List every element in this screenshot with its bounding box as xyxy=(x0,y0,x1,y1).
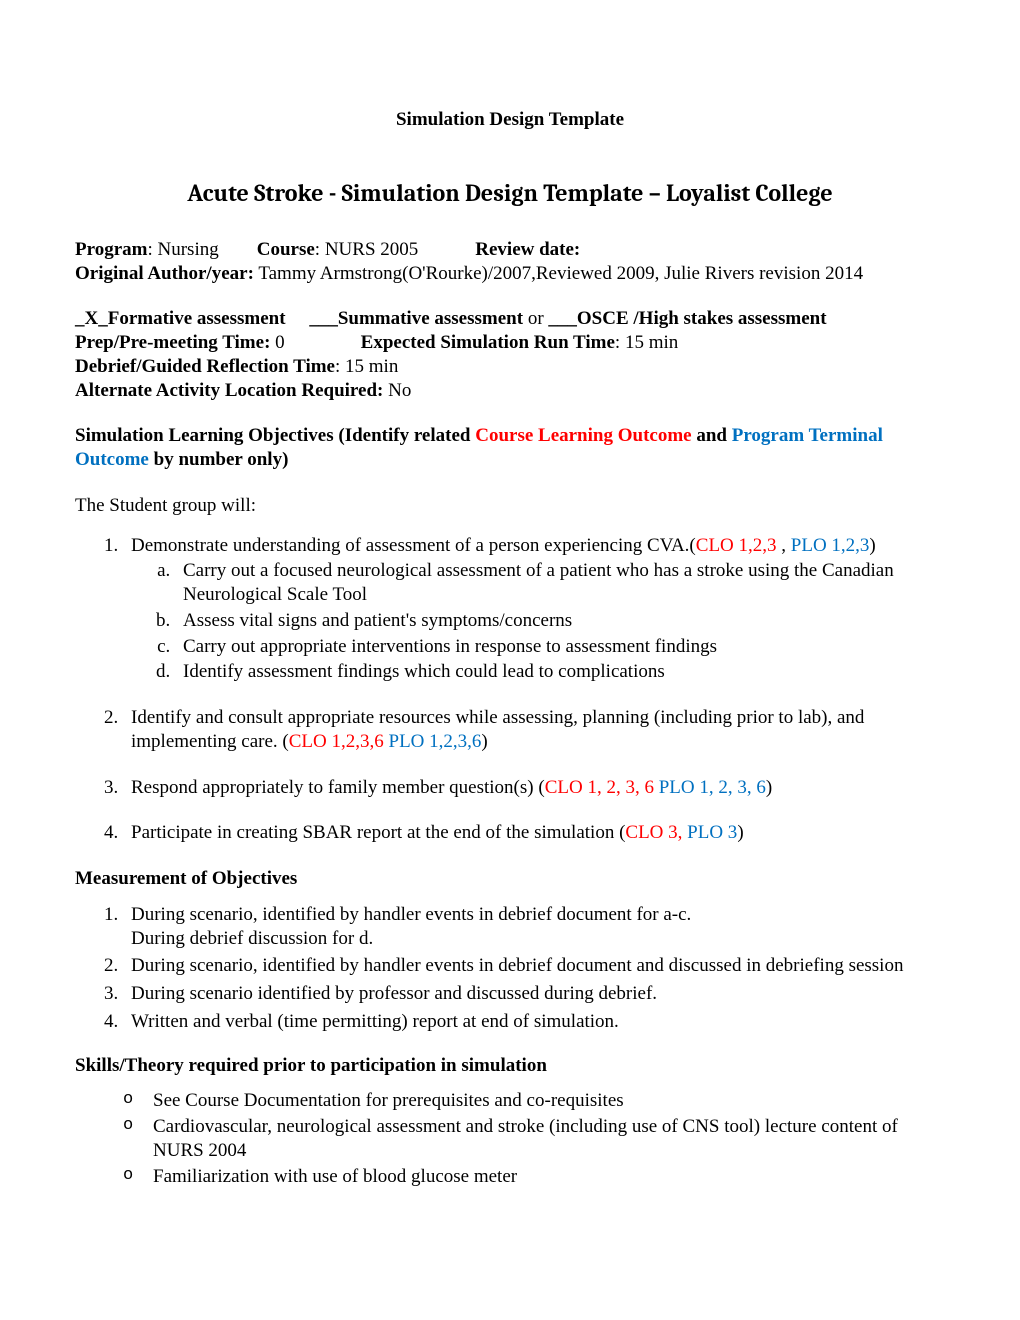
measurement-3: During scenario identified by professor … xyxy=(123,982,945,1006)
objectives-heading: Simulation Learning Objectives (Identify… xyxy=(75,424,945,472)
m1-line1: During scenario, identified by handler e… xyxy=(131,904,691,925)
review-date-label: Review date: xyxy=(475,239,580,260)
obj3-plo: PLO 1, 2, 3, 6 xyxy=(659,777,766,798)
program-value: Nursing xyxy=(158,239,219,260)
debrief-value: 15 min xyxy=(345,356,398,377)
m1-line2: During debrief discussion for d. xyxy=(131,928,373,949)
osce-label: OSCE /High stakes assessment xyxy=(577,308,827,329)
document-page: Simulation Design Template Acute Stroke … xyxy=(0,0,1020,1320)
skill-2: Cardiovascular, neurological assessment … xyxy=(123,1115,945,1163)
skill-1: See Course Documentation for prerequisit… xyxy=(123,1089,945,1113)
objective-4: Participate in creating SBAR report at t… xyxy=(123,821,945,845)
student-group-intro: The Student group will: xyxy=(75,494,945,518)
obj-heading-mid: and xyxy=(692,425,732,446)
obj4-text: Participate in creating SBAR report at t… xyxy=(131,822,625,843)
measurement-list: During scenario, identified by handler e… xyxy=(75,903,945,1034)
objectives-list: Demonstrate understanding of assessment … xyxy=(75,534,945,846)
obj2-plo: PLO 1,2,3,6 xyxy=(389,731,482,752)
obj-heading-pre: Simulation Learning Objectives (Identify… xyxy=(75,425,475,446)
page-header: Simulation Design Template xyxy=(75,108,945,132)
obj1-c: Carry out appropriate interventions in r… xyxy=(175,635,945,659)
skills-heading: Skills/Theory required prior to particip… xyxy=(75,1054,945,1078)
prep-label: Prep/Pre-meeting Time: xyxy=(75,332,270,353)
formative-mark: _X_ xyxy=(75,308,108,329)
obj1-plo: PLO 1,2,3 xyxy=(791,535,870,556)
runtime-value: 15 min xyxy=(625,332,678,353)
summative-blank: ___ xyxy=(309,308,338,329)
program-meta: Program: Nursing Course: NURS 2005 Revie… xyxy=(75,238,945,286)
obj1-d: Identify assessment findings which could… xyxy=(175,660,945,684)
obj3-text: Respond appropriately to family member q… xyxy=(131,777,545,798)
objective-2: Identify and consult appropriate resourc… xyxy=(123,706,945,754)
prep-value: 0 xyxy=(275,332,285,353)
obj1-a: Carry out a focused neurological assessm… xyxy=(175,559,945,607)
obj1-text: Demonstrate understanding of assessment … xyxy=(131,535,696,556)
obj2-text: Identify and consult appropriate resourc… xyxy=(131,707,864,752)
alt-label: Alternate Activity Location Required: xyxy=(75,380,383,401)
obj3-clo: CLO 1, 2, 3, 6 xyxy=(545,777,654,798)
osce-blank: ___ xyxy=(548,308,577,329)
obj1-b: Assess vital signs and patient's symptom… xyxy=(175,609,945,633)
course-value: NURS 2005 xyxy=(325,239,418,260)
author-value: Tammy Armstrong(O'Rourke)/2007,Reviewed … xyxy=(258,263,863,284)
measurement-heading: Measurement of Objectives xyxy=(75,867,945,891)
author-label: Original Author/year: xyxy=(75,263,254,284)
objective-3: Respond appropriately to family member q… xyxy=(123,776,945,800)
program-label: Program xyxy=(75,239,147,260)
or-text: or xyxy=(523,308,548,329)
obj2-clo: CLO 1,2,3,6 xyxy=(289,731,384,752)
measurement-1: During scenario, identified by handler e… xyxy=(123,903,945,951)
measurement-2: During scenario, identified by handler e… xyxy=(123,954,945,978)
obj4-plo: PLO 3 xyxy=(687,822,737,843)
summative-label: Summative assessment xyxy=(338,308,523,329)
assessment-meta: _X_Formative assessment ___Summative ass… xyxy=(75,307,945,402)
alt-value: No xyxy=(388,380,411,401)
obj1-clo: CLO 1,2,3 xyxy=(696,535,782,556)
main-title: Acute Stroke - Simulation Design Templat… xyxy=(75,178,945,208)
skills-list: See Course Documentation for prerequisit… xyxy=(75,1089,945,1188)
measurement-4: Written and verbal (time permitting) rep… xyxy=(123,1010,945,1034)
debrief-label: Debrief/Guided Reflection Time xyxy=(75,356,335,377)
obj4-clo: CLO 3, xyxy=(625,822,682,843)
obj-heading-clo: Course Learning Outcome xyxy=(475,425,691,446)
formative-label: Formative assessment xyxy=(108,308,286,329)
course-label: Course xyxy=(257,239,315,260)
obj-heading-post: by number only) xyxy=(149,449,289,470)
objective-1-subs: Carry out a focused neurological assessm… xyxy=(131,559,945,684)
objective-1: Demonstrate understanding of assessment … xyxy=(123,534,945,685)
runtime-label: Expected Simulation Run Time xyxy=(361,332,615,353)
skill-3: Familiarization with use of blood glucos… xyxy=(123,1165,945,1189)
